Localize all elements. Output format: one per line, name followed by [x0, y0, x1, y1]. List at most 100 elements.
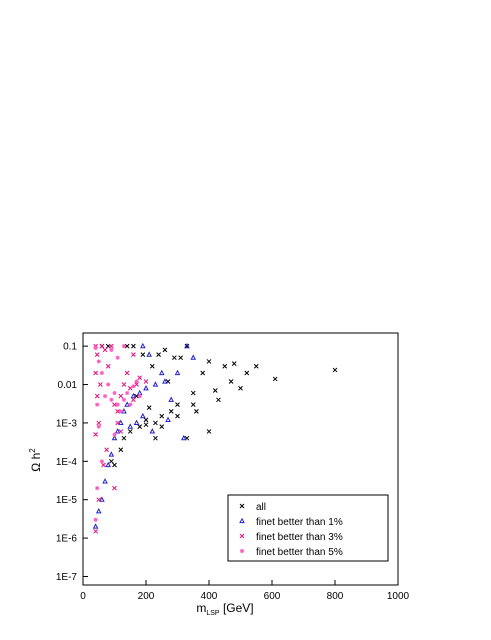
data-point: [180, 434, 187, 441]
data-point: [175, 402, 180, 407]
legend-marker: [239, 517, 245, 524]
data-point: [272, 376, 278, 382]
legend-marker: [239, 533, 245, 539]
data-point: [99, 343, 105, 349]
data-point: [190, 402, 196, 407]
data-point: [128, 402, 133, 407]
data-point: [143, 422, 149, 428]
x-label-sub: LSP: [206, 610, 220, 617]
data-point: [108, 343, 114, 349]
data-point: [143, 384, 149, 391]
data-point: [146, 351, 152, 357]
data-point: [127, 385, 133, 391]
data-point: [96, 420, 102, 426]
data-point: [140, 352, 146, 358]
data-point: [118, 409, 123, 414]
data-point: [159, 424, 165, 429]
data-point: [115, 355, 120, 360]
data-point: [190, 354, 197, 360]
data-point: [112, 462, 117, 468]
legend-marker: [239, 503, 245, 509]
data-point: [118, 447, 124, 453]
x-label-main: m: [196, 601, 206, 615]
data-point: [131, 397, 136, 403]
data-point: [206, 359, 212, 364]
data-point: [115, 409, 121, 414]
y-label-sup: 2: [28, 448, 37, 453]
legend-label: finet better than 5%: [256, 547, 343, 558]
data-point: [175, 413, 180, 419]
data-point: [131, 343, 136, 349]
data-point: [125, 391, 130, 396]
data-point: [92, 523, 99, 529]
data-point: [133, 419, 140, 426]
data-point: [102, 347, 108, 353]
data-point: [108, 451, 115, 457]
data-point: [118, 393, 124, 399]
data-point: [109, 347, 114, 352]
data-point: [140, 342, 146, 349]
data-point: [105, 363, 111, 369]
data-point: [99, 370, 104, 375]
data-point: [212, 388, 218, 393]
y-tick-label: 1E-5: [56, 495, 78, 506]
data-point: [121, 397, 126, 402]
data-point: [124, 370, 130, 376]
y-tick-label: 1E-4: [56, 457, 78, 468]
data-point: [228, 379, 234, 384]
data-point: [99, 496, 105, 502]
x-tick-label: 0: [80, 591, 86, 602]
data-point: [124, 401, 130, 407]
data-point: [149, 363, 155, 369]
data-point: [96, 424, 101, 429]
data-point: [231, 361, 237, 367]
data-point: [103, 394, 108, 399]
data-point: [206, 429, 212, 434]
data-point: [130, 392, 137, 399]
data-point: [168, 409, 174, 414]
data-point: [104, 447, 109, 453]
data-point: [238, 385, 243, 391]
y-tick-label: 1E-3: [56, 418, 78, 429]
data-point: [127, 429, 133, 434]
data-point: [99, 459, 104, 464]
data-point: [158, 369, 165, 376]
data-point: [171, 355, 177, 361]
data-point: [124, 343, 130, 349]
data-point: [153, 420, 158, 426]
data-point: [112, 485, 117, 491]
data-point: [131, 352, 136, 358]
data-point: [222, 363, 228, 369]
data-point: [134, 379, 139, 384]
data-point: [93, 432, 98, 437]
data-point: [109, 397, 114, 402]
legend-label: all: [256, 502, 266, 513]
data-point: [162, 347, 168, 353]
y-tick-label: 1E-6: [56, 534, 78, 545]
data-point: [146, 405, 152, 411]
y-tick-label: 1E-7: [56, 572, 78, 583]
data-point: [96, 359, 101, 364]
data-point: [93, 345, 98, 350]
legend-marker: [240, 549, 244, 553]
data-point: [244, 370, 250, 376]
data-point: [165, 416, 171, 422]
data-point: [194, 409, 199, 414]
data-point: [94, 352, 100, 358]
data-point: [111, 434, 118, 441]
data-point: [178, 355, 184, 361]
data-point: [149, 428, 156, 434]
x-tick-label: 1000: [387, 591, 410, 602]
data-point: [140, 412, 146, 419]
data-point: [115, 402, 120, 407]
data-point: [115, 420, 121, 426]
data-point: [112, 391, 117, 396]
x-axis-label: mLSP [GeV]: [196, 601, 253, 617]
data-point: [97, 382, 103, 387]
x-label-unit: [GeV]: [220, 601, 254, 615]
data-point: [190, 390, 196, 396]
data-point: [121, 408, 127, 414]
data-point: [121, 435, 127, 441]
data-point: [101, 462, 106, 468]
